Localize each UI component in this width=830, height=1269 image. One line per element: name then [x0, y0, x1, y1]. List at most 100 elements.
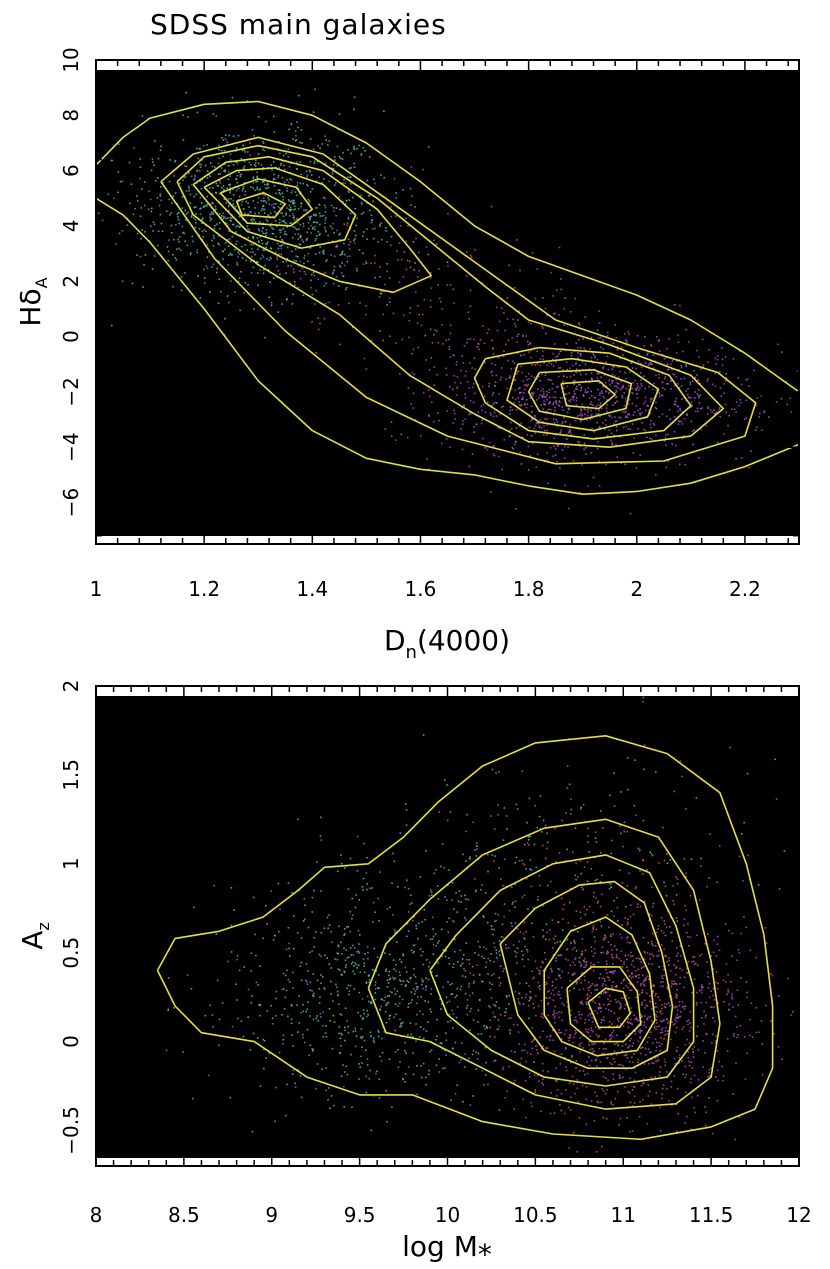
scatter-point [442, 986, 445, 989]
scatter-point [515, 803, 518, 806]
scatter-point [275, 212, 278, 215]
scatter-point [546, 983, 548, 985]
scatter-point [370, 262, 372, 265]
scatter-point [515, 955, 517, 958]
scatter-point [714, 372, 716, 375]
scatter-point [617, 919, 619, 922]
scatter-point [272, 939, 275, 941]
scatter-point [511, 337, 514, 340]
scatter-point [348, 248, 351, 250]
scatter-point [368, 1078, 371, 1080]
scatter-point [650, 343, 652, 346]
scatter-point [279, 245, 282, 247]
scatter-point [562, 918, 564, 920]
scatter-point [675, 397, 678, 400]
scatter-point [427, 468, 430, 471]
scatter-point [238, 226, 240, 228]
scatter-point [178, 222, 180, 225]
scatter-point [584, 316, 587, 318]
scatter-point [347, 149, 349, 151]
scatter-point [300, 129, 303, 131]
scatter-point [745, 399, 748, 402]
scatter-point [365, 1075, 367, 1078]
scatter-point [277, 247, 280, 250]
scatter-point [313, 946, 315, 948]
scatter-point [652, 955, 655, 957]
scatter-point [361, 998, 364, 1000]
scatter-point [619, 435, 621, 438]
scatter-point [606, 963, 608, 965]
scatter-point [352, 970, 354, 973]
scatter-point [691, 991, 693, 994]
scatter-point [511, 903, 514, 905]
scatter-point [482, 915, 485, 917]
scatter-point [606, 972, 608, 974]
scatter-point [236, 999, 238, 1001]
scatter-point [421, 313, 424, 316]
scatter-point [342, 151, 344, 154]
scatter-point [402, 276, 405, 278]
scatter-point [313, 274, 315, 277]
scatter-point [612, 404, 614, 406]
scatter-point [338, 234, 340, 236]
scatter-point [293, 217, 295, 219]
scatter-point [569, 400, 571, 403]
scatter-point [445, 996, 448, 999]
scatter-point [430, 272, 432, 274]
scatter-point [561, 421, 564, 423]
scatter-point [254, 189, 256, 192]
scatter-point [206, 256, 209, 258]
scatter-point [322, 251, 325, 254]
scatter-point [643, 950, 646, 953]
scatter-point [575, 981, 577, 983]
scatter-point [447, 981, 449, 983]
scatter-point [289, 222, 291, 225]
scatter-point [323, 249, 325, 252]
scatter-point [725, 963, 728, 965]
scatter-point [565, 1066, 567, 1068]
scatter-point [677, 334, 679, 336]
scatter-point [193, 906, 195, 909]
scatter-point [622, 384, 625, 387]
scatter-point [500, 376, 502, 379]
scatter-point [243, 165, 246, 168]
scatter-point [616, 429, 618, 432]
scatter-point [301, 239, 303, 241]
scatter-point [332, 164, 335, 166]
scatter-point [501, 468, 503, 471]
scatter-point [615, 337, 618, 339]
figure-title: SDSS main galaxies [150, 8, 447, 41]
scatter-point [345, 964, 347, 966]
bottom-plot-area [96, 696, 799, 1158]
scatter-point [245, 200, 247, 203]
scatter-point [365, 305, 367, 307]
scatter-point [673, 964, 675, 966]
scatter-point [468, 857, 471, 859]
scatter-point [229, 159, 232, 161]
scatter-point [561, 970, 564, 973]
scatter-point [585, 453, 587, 455]
scatter-point [252, 187, 254, 189]
scatter-point [270, 301, 273, 304]
scatter-point [594, 1010, 596, 1012]
scatter-point [281, 303, 283, 305]
scatter-point [691, 404, 693, 406]
scatter-point [288, 204, 291, 207]
scatter-point [460, 382, 462, 384]
scatter-point [252, 237, 255, 240]
scatter-point [323, 927, 326, 930]
scatter-point [213, 227, 216, 230]
scatter-point [552, 1014, 554, 1016]
scatter-point [644, 1047, 647, 1050]
scatter-point [580, 419, 582, 421]
scatter-point [515, 508, 517, 510]
scatter-point [305, 209, 308, 211]
scatter-point [632, 975, 634, 978]
scatter-point [598, 996, 601, 998]
scatter-point [500, 878, 502, 880]
scatter-point [708, 983, 711, 985]
scatter-point [580, 354, 582, 357]
scatter-point [391, 882, 393, 884]
scatter-point [511, 886, 513, 888]
scatter-point [550, 408, 552, 411]
